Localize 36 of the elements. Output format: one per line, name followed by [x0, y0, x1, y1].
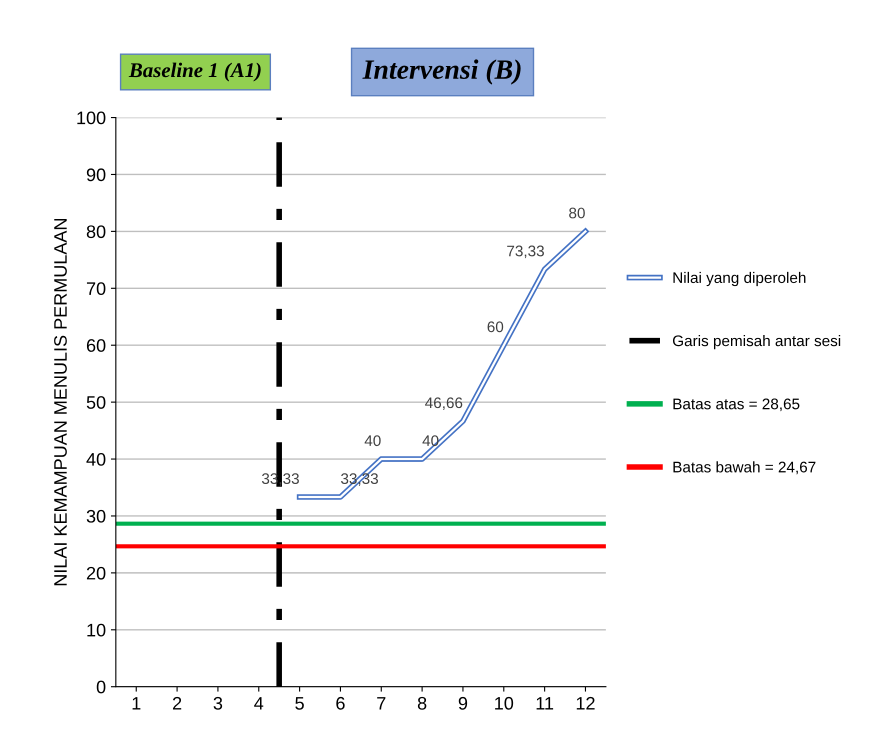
y-tick-label: 90 — [86, 168, 106, 182]
y-tick-label: 80 — [86, 225, 106, 238]
y-axis-title: NILAI KEMAMPUAN MENULIS PERMULAAN — [54, 219, 67, 586]
x-tick-label: 12 — [576, 696, 595, 710]
y-tick-label: 10 — [87, 624, 106, 637]
y-tick-label: 0 — [96, 680, 106, 694]
ref-line-label: Garis pemisah antar sesi — [672, 334, 840, 350]
legend-label: Nilai yang diperoleh — [673, 272, 806, 286]
data-label: 40 — [422, 435, 439, 446]
data-label: 40 — [364, 435, 381, 446]
legend-label: Batas atas = 28,65 — [673, 398, 800, 412]
legend-label: Batas bawah = 24,67 — [673, 461, 816, 474]
x-tick-label: 5 — [295, 697, 304, 710]
x-tick-label: 7 — [377, 697, 386, 710]
y-tick-label: 20 — [86, 566, 106, 580]
data-label: 73,33 — [507, 246, 544, 258]
text: Intervensi (B) — [362, 59, 521, 85]
text: Baseline 1 (A1) — [128, 62, 261, 82]
x-tick-label: 1 — [132, 697, 140, 710]
y-tick-label: 70 — [86, 282, 106, 296]
data-label: 80 — [569, 208, 585, 218]
data-label: 60 — [488, 321, 504, 332]
data-label: 46,66 — [425, 397, 462, 410]
y-tick-label: 50 — [86, 396, 106, 409]
x-tick-label: 3 — [214, 696, 222, 710]
y-tick-label: 60 — [86, 339, 106, 352]
x-tick-label: 11 — [536, 697, 554, 710]
x-tick-label: 8 — [418, 696, 426, 710]
y-tick-label: 100 — [77, 111, 106, 124]
x-tick-label: 6 — [336, 696, 345, 710]
x-tick-label: 9 — [458, 696, 468, 710]
x-tick-label: 2 — [172, 696, 182, 710]
x-tick-label: 10 — [495, 696, 514, 710]
x-tick-label: 4 — [254, 697, 264, 710]
y-tick-label: 30 — [86, 510, 106, 523]
y-tick-label: 40 — [86, 452, 106, 466]
